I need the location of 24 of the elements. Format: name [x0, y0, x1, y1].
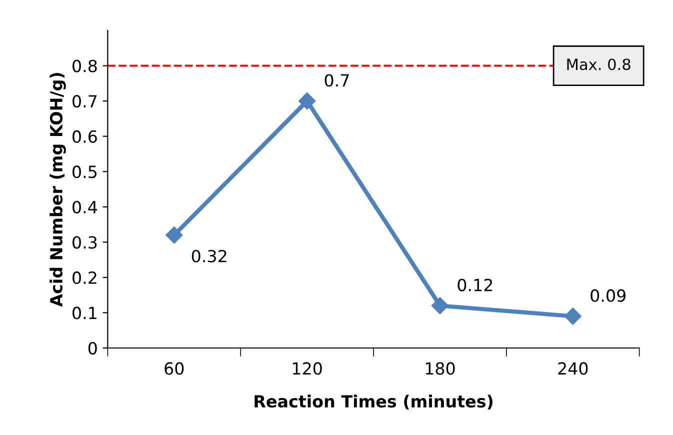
x-tick-label: 180 [426, 362, 455, 375]
y-tick-label: 0.5 [72, 166, 97, 178]
data-label: 0.09 [590, 289, 626, 302]
x-tick-label: 120 [292, 362, 322, 375]
point [166, 226, 183, 244]
data-label: 0.7 [324, 74, 349, 87]
y-tick-label: 0.3 [72, 236, 97, 249]
point [298, 92, 316, 110]
data-label: 0.12 [458, 278, 492, 292]
x-tick-label: 240 [558, 362, 588, 375]
x-tick-label: 60 [164, 362, 184, 375]
point [564, 308, 582, 325]
y-tick-label: 0.4 [72, 200, 98, 214]
data-label: 0.32 [192, 250, 226, 262]
y-tick-label: 0.8 [72, 60, 97, 72]
y-axis-title: Acid Number (mg KOH/g) [50, 73, 66, 307]
y-tick-label: 0 [88, 342, 97, 355]
y-tick-label: 0.1 [72, 306, 96, 320]
ref-line-label: Max. 0.8 [567, 58, 630, 70]
y-tick-label: 0.2 [72, 271, 96, 284]
y-tick-label: 0.6 [72, 130, 97, 143]
point [431, 297, 449, 314]
x-axis-title: Reaction Times (minutes) [254, 394, 492, 410]
y-tick-label: 0.7 [72, 94, 97, 108]
